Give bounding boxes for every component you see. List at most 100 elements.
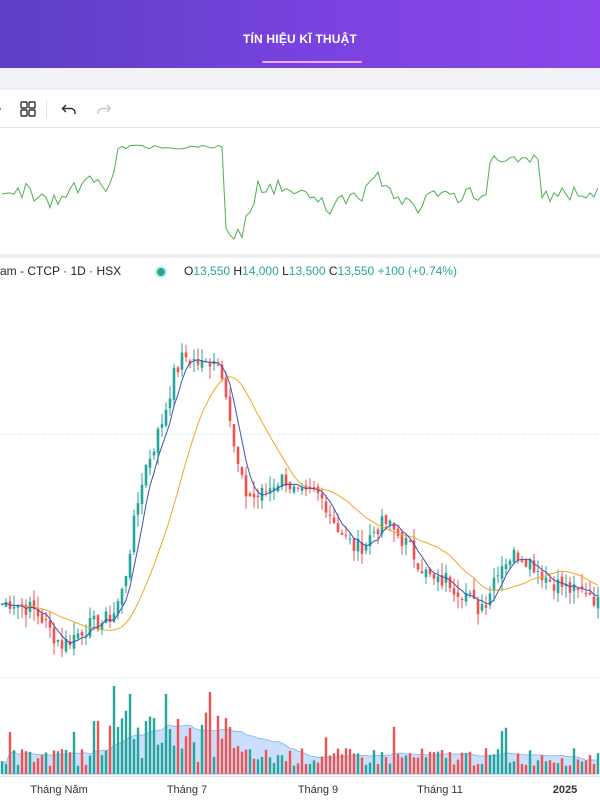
candle-body [116,601,120,615]
volume-bar [468,751,472,774]
volume-bar [532,765,536,774]
volume-bar [168,729,172,774]
candle-body [164,409,168,426]
open-value: 13,550 [193,264,231,278]
candle-body [128,553,132,578]
time-tick: Tháng 11 [417,784,463,796]
volume-bar [448,752,452,774]
pane-separator[interactable] [0,254,600,258]
candle-body [528,558,532,570]
volume-bar [428,751,432,774]
volume-bar [72,731,76,774]
active-tab-indicator [262,61,362,63]
volume-bar [588,755,592,774]
volume-bar [280,755,284,774]
high-label: H [233,264,243,278]
toolbar-partial-button[interactable] [0,98,4,120]
candle-body [352,538,356,551]
volume-bar [356,753,360,774]
undo-icon[interactable] [60,98,78,120]
volume-bar [0,761,4,774]
indicator-pane[interactable] [0,129,600,254]
volume-bar [156,744,160,774]
candle-body [144,465,148,486]
volume-bar [392,726,396,774]
layout-grid-icon[interactable] [19,98,37,120]
volume-bar [396,754,400,774]
volume-bar [172,745,176,774]
candle-body [572,584,576,592]
candle-body [376,529,380,535]
volume-bar [596,753,600,774]
candle-body [136,503,140,515]
candle-body [544,577,548,583]
time-axis[interactable]: Tháng Năm Tháng 7 Tháng 9 Tháng 11 2025 [0,776,600,800]
volume-bar [384,757,388,774]
volume-pane[interactable] [0,676,600,776]
volume-bar [176,718,180,774]
candle-body [388,520,392,525]
candle-body [124,576,128,587]
volume-bar [460,752,464,774]
candle-body [404,537,408,545]
volume-bar [412,757,416,774]
section-spacer [0,68,600,90]
candle-body [92,615,96,620]
candle-body [576,588,580,590]
volume-bar [316,762,320,774]
volume-bar [216,715,220,774]
volume-bar [376,764,380,774]
volume-bar [484,748,488,774]
candle-body [364,545,368,551]
tab-technical-signals[interactable]: TÍN HIỆU KĨ THUẬT [242,32,358,46]
volume-bar [4,763,8,774]
volume-bar [584,760,588,774]
volume-bar [480,763,484,774]
redo-icon[interactable] [95,98,113,120]
candle-body [320,493,324,499]
volume-bar [112,686,116,774]
volume-bar [308,763,312,774]
volume-bar [452,764,456,774]
candle-body [548,579,552,582]
volume-bar [188,727,192,774]
candle-body [368,535,372,547]
volume-bar [500,731,504,774]
candle-body [540,571,544,581]
candle-body [120,588,124,605]
candle-body [392,522,396,530]
app-header: TÍN HIỆU KĨ THUẬT [0,0,600,68]
volume-bar [136,727,140,774]
candle-body [220,364,224,379]
chart-toolbar [0,90,600,128]
candle-body [4,601,8,607]
price-pane[interactable] [0,280,600,680]
volume-bar [148,716,152,774]
volume-bar [260,756,264,774]
volume-bar [164,694,168,774]
volume-bar [236,745,240,774]
volume-bar [436,751,440,774]
volume-bar [504,727,508,774]
volume-bar [240,751,244,774]
volume-bar [68,752,72,774]
candle-body [588,592,592,595]
volume-bar [352,753,356,774]
candle-body [156,428,160,454]
candle-body [104,611,108,623]
candle-body [200,360,204,368]
volume-bar [252,758,256,774]
chart-legend: am - CTCP · 1D · HSX O13,550 H14,000 L13… [0,262,600,280]
candle-body [284,474,288,486]
candle-body [440,574,444,586]
candle-body [524,560,528,567]
candle-body [340,532,344,535]
volume-bar [328,755,332,774]
candle-body [480,604,484,611]
candle-body [240,467,244,475]
volume-bar [100,755,104,774]
low-value: 13,500 [288,264,326,278]
candle-body [288,482,292,490]
volume-bar [196,761,200,774]
volume-bar [320,756,324,774]
